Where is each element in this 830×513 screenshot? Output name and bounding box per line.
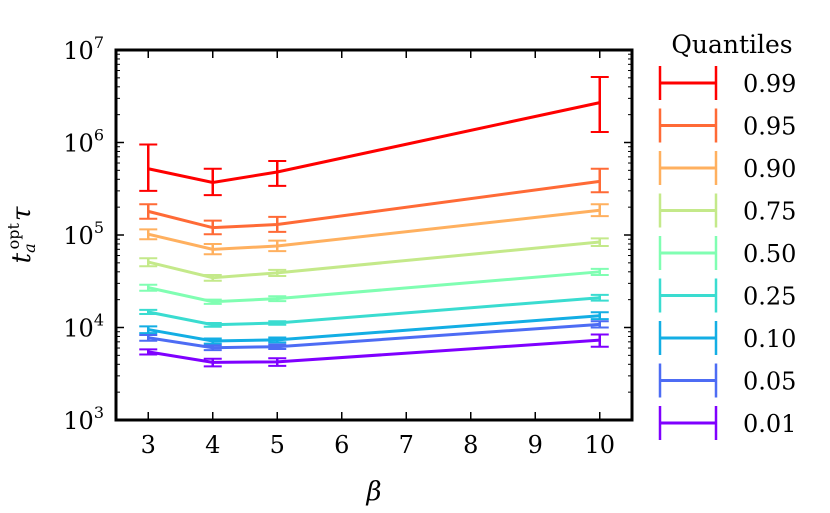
legend-label: 0.01: [743, 410, 796, 438]
y-label-sub: a: [20, 243, 39, 253]
series-layer: [139, 76, 609, 368]
series-0.95: [139, 167, 609, 236]
x-tick-label: 8: [463, 431, 478, 459]
series-line: [147, 101, 601, 184]
legend-item: 0.95: [658, 108, 796, 143]
y-label-tail: τ: [7, 206, 37, 221]
series-line: [147, 208, 600, 251]
x-tick-label: 5: [270, 431, 285, 459]
y-tick-label: 106: [63, 126, 104, 158]
series-0.05: [139, 320, 609, 352]
legend-label: 0.25: [743, 283, 796, 311]
series-line: [147, 179, 600, 230]
legend-label: 0.10: [743, 325, 796, 353]
y-label-sup: opt: [4, 222, 23, 249]
legend-label: 0.50: [743, 240, 796, 268]
series-0.99: [139, 76, 609, 197]
y-tick-label: 103: [63, 403, 104, 435]
x-axis-label: β: [365, 477, 381, 507]
series-line: [148, 338, 600, 364]
series-0.10: [139, 311, 609, 345]
legend: Quantiles 0.99 0.95 0.90 0.75 0.50 0.25 0.10 0.…: [658, 30, 796, 440]
legend-item: 0.90: [658, 151, 796, 185]
x-tick-label: 4: [205, 431, 220, 459]
series-line: [147, 296, 600, 327]
legend-label: 0.90: [743, 155, 796, 183]
series-0.75: [139, 237, 609, 282]
series-line: [147, 240, 600, 280]
series-0.01: [139, 333, 609, 368]
legend-item: 0.10: [658, 321, 796, 355]
legend-item: 0.50: [658, 236, 796, 270]
legend-label: 0.99: [743, 70, 796, 98]
legend-item: 0.05: [658, 363, 796, 398]
legend-item: 0.25: [658, 278, 796, 313]
legend-label: 0.75: [743, 198, 796, 226]
y-tick-label: 104: [63, 311, 104, 343]
legend-title: Quantiles: [671, 30, 792, 59]
x-tick-label: 7: [399, 431, 414, 459]
legend-item: 0.99: [658, 66, 796, 100]
axis-ticks: 3 4 5 6 7 8 9 10 103 104 105 106 107: [63, 33, 632, 459]
x-tick-label: 6: [334, 431, 349, 459]
series-0.90: [139, 203, 609, 256]
series-line: [148, 322, 600, 350]
series-line: [147, 270, 600, 304]
y-tick-label: 107: [63, 33, 104, 65]
legend-item: 0.01: [658, 406, 796, 440]
legend-label: 0.95: [743, 113, 796, 141]
x-tick-label: 10: [584, 431, 615, 459]
series-0.50: [139, 267, 609, 305]
legend-item: 0.75: [658, 193, 796, 228]
x-tick-label: 3: [141, 431, 156, 459]
y-label-main: t: [7, 252, 37, 263]
y-axis-label: taoptτ: [4, 206, 39, 263]
series-0.25: [139, 293, 609, 328]
y-tick-label: 105: [63, 218, 104, 250]
series-line: [147, 314, 600, 343]
x-tick-label: 9: [528, 431, 543, 459]
legend-label: 0.05: [743, 368, 796, 396]
